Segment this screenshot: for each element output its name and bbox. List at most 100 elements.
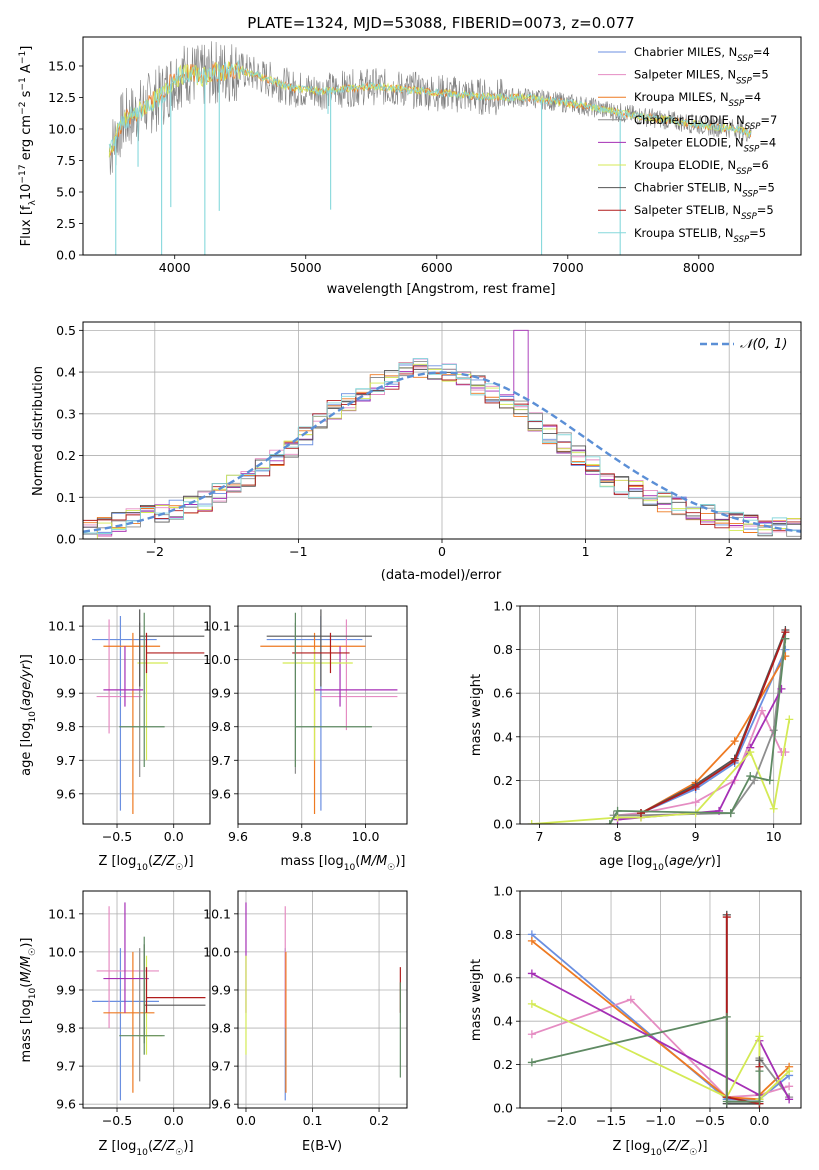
y-tick-label: 0.4 bbox=[493, 729, 513, 744]
y-tick-label: 9.9 bbox=[56, 982, 76, 997]
y-tick-label: 9.7 bbox=[211, 753, 231, 768]
legend: Chabrier MILES, NSSP=4 Salpeter MILES, NS… bbox=[598, 45, 777, 245]
x-tick-label: −1 bbox=[289, 544, 307, 559]
data-point bbox=[294, 612, 372, 767]
chart-age-vs-Z: −0.5 0.0 9.6 9.7 9.8 9.9 10.0 10.1 Z [log10(Z/Z☉… bbox=[19, 605, 211, 873]
plus-marker bbox=[769, 726, 778, 735]
y-axis-label: Flux [fλ10−17 erg cm−2 s−1 A−1] bbox=[18, 46, 38, 247]
legend-label: Kroupa MILES, NSSP=4 bbox=[634, 90, 761, 109]
chart-massweight-vs-Z: −2.0 −1.5 −1.0 −0.5 0.0 0.0 0.2 0.4 0.6 0.8 1.0 Z [… bbox=[469, 884, 802, 1158]
plus-marker bbox=[691, 782, 700, 791]
y-tick-label: 10.0 bbox=[48, 652, 76, 667]
plus-marker bbox=[527, 1030, 536, 1039]
y-tick-label: 9.9 bbox=[211, 686, 231, 701]
y-axis-label: age [log10(age/yr)] bbox=[19, 654, 38, 776]
series-path bbox=[640, 655, 787, 814]
y-tick-label: 1.0 bbox=[493, 599, 513, 614]
chart-residuals: −2 −1 0 1 2 0.0 0.1 0.2 0.3 0.4 0.5 (data-model)/er… bbox=[31, 321, 802, 583]
y-tick-label: 0.8 bbox=[493, 642, 513, 657]
y-tick-label: 9.8 bbox=[211, 1021, 231, 1036]
plot-area bbox=[92, 609, 205, 814]
data-point bbox=[103, 902, 149, 1013]
y-axis-label: Normed distribution bbox=[31, 366, 46, 496]
y-tick-label: 0.0 bbox=[56, 532, 76, 547]
axes-frame bbox=[519, 605, 802, 825]
data-point bbox=[96, 619, 142, 734]
x-tick-label: 10.0 bbox=[352, 829, 380, 844]
y-tick-label: 0.0 bbox=[493, 1101, 513, 1116]
plus-marker bbox=[613, 806, 622, 815]
x-tick-label: 2 bbox=[725, 544, 733, 559]
x-tick-label: −0.5 bbox=[102, 1113, 132, 1128]
plus-marker bbox=[769, 804, 778, 813]
y-tick-label: 9.8 bbox=[56, 719, 76, 734]
y-tick-label: 0.2 bbox=[56, 448, 76, 463]
x-tick-label: 8 bbox=[614, 829, 622, 844]
plus-marker bbox=[785, 715, 794, 724]
plus-marker bbox=[765, 776, 774, 785]
legend-label: Salpeter STELIB, NSSP=5 bbox=[634, 203, 774, 222]
x-tick-label: 0.0 bbox=[164, 1113, 184, 1128]
y-tick-label: 10.0 bbox=[203, 652, 231, 667]
data-point bbox=[266, 609, 372, 687]
plus-marker bbox=[730, 737, 739, 746]
y-tick-label: 10.1 bbox=[203, 906, 231, 921]
y-tick-label: 9.9 bbox=[56, 686, 76, 701]
legend-label: Chabrier ELODIE, NSSP=7 bbox=[634, 113, 777, 132]
model-spectrum-line bbox=[108, 60, 752, 149]
series-path bbox=[725, 917, 761, 1105]
plus-marker bbox=[722, 1097, 731, 1106]
legend-label: 𝒩(0, 1) bbox=[740, 337, 787, 352]
x-tick-label: 10 bbox=[766, 829, 782, 844]
plot-area bbox=[108, 41, 752, 255]
y-tick-label: 0.2 bbox=[493, 773, 513, 788]
plus-marker bbox=[726, 809, 735, 818]
y-tick-label: 0.0 bbox=[493, 817, 513, 832]
y-tick-label: 0.0 bbox=[56, 248, 76, 263]
chart-mass-vs-ebv: 0.0 0.1 0.2 9.6 9.7 9.8 9.9 10.0 10.1 bbox=[203, 890, 408, 1128]
series-line bbox=[527, 1012, 764, 1106]
y-tick-label: 9.6 bbox=[56, 786, 76, 801]
x-tick-label: 0 bbox=[438, 544, 446, 559]
plot-area bbox=[260, 609, 398, 814]
plot-area bbox=[83, 329, 801, 539]
data-point bbox=[119, 612, 165, 767]
axes-frame bbox=[237, 605, 408, 825]
y-tick-label: 2.5 bbox=[56, 216, 76, 231]
plus-marker bbox=[722, 913, 731, 922]
data-point bbox=[137, 649, 169, 761]
axes-frame bbox=[237, 890, 408, 1109]
x-tick-label: 0.0 bbox=[236, 1113, 256, 1128]
y-tick-label: 0.4 bbox=[493, 1014, 513, 1029]
plus-marker bbox=[755, 1032, 764, 1041]
x-tick-label: 7000 bbox=[552, 260, 584, 275]
normal-curve bbox=[83, 371, 801, 533]
x-tick-label: 0.2 bbox=[369, 1113, 389, 1128]
series-line bbox=[636, 628, 790, 818]
data-spectrum-line bbox=[108, 41, 752, 175]
plus-marker bbox=[691, 798, 700, 807]
y-tick-label: 10.0 bbox=[48, 944, 76, 959]
plus-marker bbox=[527, 999, 536, 1008]
plus-marker bbox=[755, 1067, 764, 1076]
plus-marker bbox=[730, 756, 739, 765]
axes-frame bbox=[82, 605, 211, 825]
plus-marker bbox=[527, 1058, 536, 1067]
plus-marker bbox=[781, 634, 790, 643]
plus-marker bbox=[785, 1082, 794, 1091]
y-tick-label: 1.0 bbox=[493, 884, 513, 899]
y-tick-label: 9.6 bbox=[211, 1097, 231, 1112]
x-tick-label: 9.6 bbox=[228, 829, 248, 844]
plus-marker bbox=[746, 772, 755, 781]
data-point bbox=[139, 609, 205, 687]
data-point bbox=[145, 967, 206, 1013]
series-path bbox=[531, 933, 790, 1101]
y-axis-label: mass weight bbox=[469, 674, 484, 756]
chart-mass-vs-Z: −0.5 0.0 9.6 9.7 9.8 9.9 10.0 10.1 Z [log10(Z/Z☉… bbox=[19, 890, 211, 1158]
plot-area bbox=[527, 910, 794, 1108]
y-tick-label: 0.6 bbox=[493, 686, 513, 701]
y-tick-label: 9.7 bbox=[211, 1059, 231, 1074]
legend-label: Chabrier STELIB, NSSP=5 bbox=[634, 181, 775, 200]
y-tick-label: 0.4 bbox=[56, 365, 76, 380]
y-tick-label: 10.1 bbox=[48, 619, 76, 634]
